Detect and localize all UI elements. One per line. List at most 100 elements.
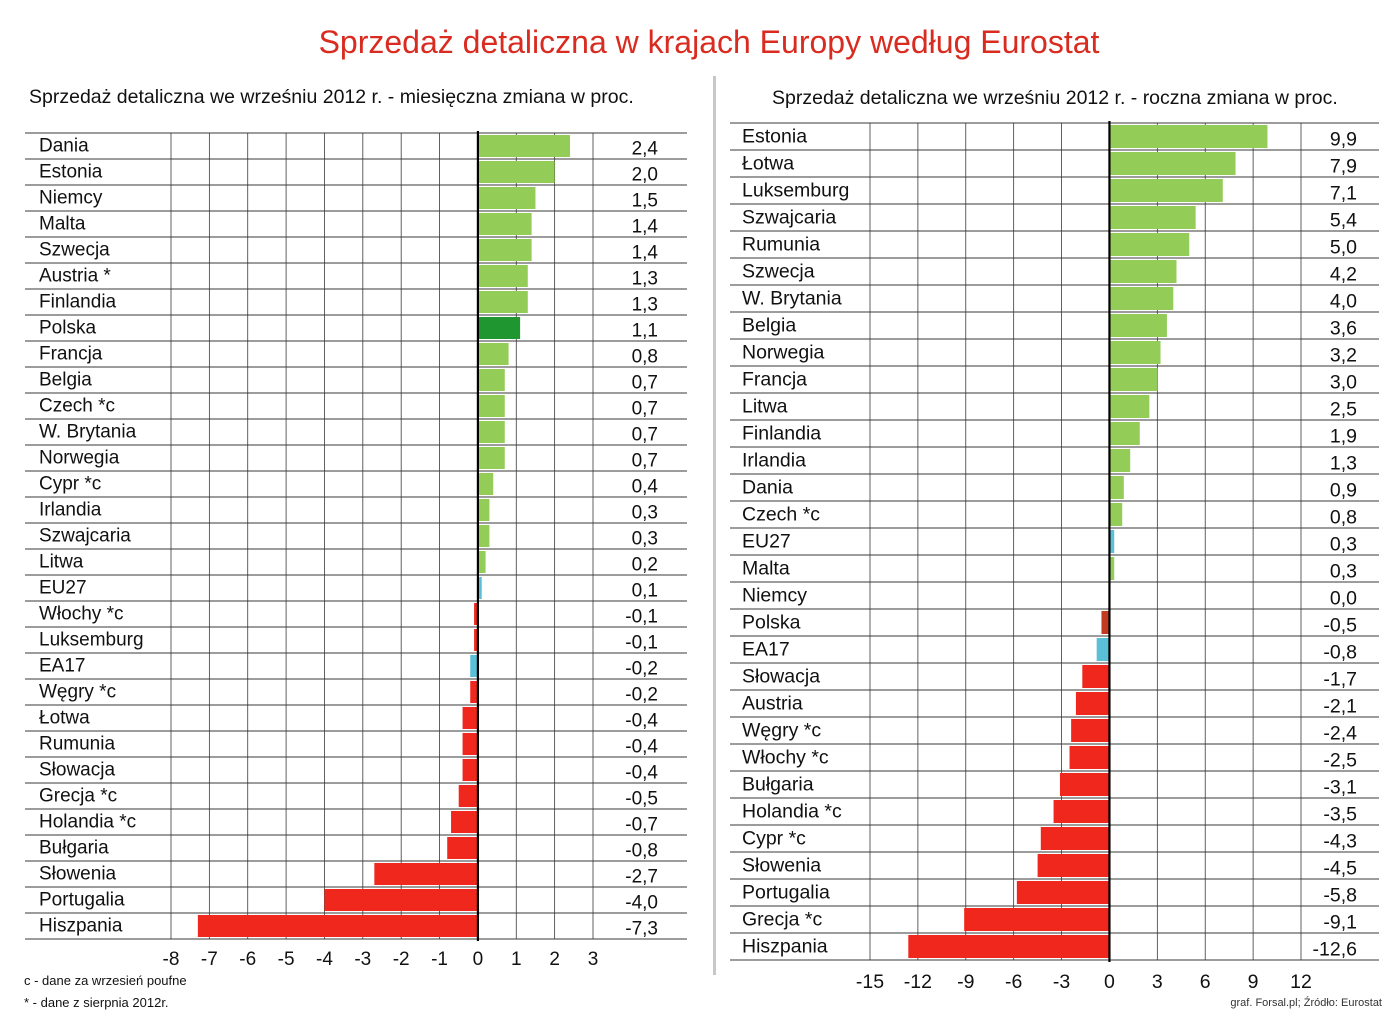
bar xyxy=(1101,611,1110,634)
x-tick-label: -7 xyxy=(201,949,218,970)
bar xyxy=(197,915,478,937)
value-label: -0,1 xyxy=(625,633,658,654)
bar xyxy=(474,603,478,625)
value-label: 0,3 xyxy=(1330,533,1357,555)
bar xyxy=(477,265,528,287)
value-label: -2,4 xyxy=(1323,722,1357,744)
bar xyxy=(1109,233,1190,256)
value-label: -7,3 xyxy=(625,919,658,940)
bar xyxy=(477,135,570,157)
bar xyxy=(1109,179,1223,202)
x-tick-label: 3 xyxy=(1152,971,1163,993)
x-tick-label: 6 xyxy=(1200,971,1211,993)
category-label: Norwegia xyxy=(39,448,120,469)
x-tick-label: 1 xyxy=(511,949,522,970)
category-label: Grecja *c xyxy=(742,908,822,930)
bar xyxy=(1109,368,1158,391)
value-label: -0,2 xyxy=(625,685,658,706)
value-label: -0,8 xyxy=(1323,641,1357,663)
bar xyxy=(1059,773,1110,796)
value-label: -4,5 xyxy=(1323,857,1357,879)
value-label: 0,0 xyxy=(1330,587,1357,609)
x-tick-label: 12 xyxy=(1290,971,1312,993)
bar xyxy=(908,935,1110,958)
x-tick-label: -1 xyxy=(431,949,448,970)
value-label: 0,1 xyxy=(632,581,658,602)
value-label: 1,9 xyxy=(1330,425,1357,447)
x-tick-label: 9 xyxy=(1248,971,1259,993)
category-label: Słowenia xyxy=(39,864,117,885)
bar xyxy=(447,837,478,859)
category-label: Szwecja xyxy=(39,240,110,261)
category-label: Szwecja xyxy=(742,260,815,282)
bar xyxy=(324,889,478,911)
x-tick-label: 0 xyxy=(473,949,484,970)
bar xyxy=(1075,692,1110,715)
category-label: Bułgaria xyxy=(742,773,814,795)
category-label: Belgia xyxy=(742,314,796,336)
value-label: 1,3 xyxy=(632,295,658,316)
bar xyxy=(477,395,505,417)
category-label: Hiszpania xyxy=(39,916,123,937)
x-tick-label: -6 xyxy=(1005,971,1022,993)
value-label: 0,8 xyxy=(632,347,658,368)
x-tick-label: -2 xyxy=(393,949,410,970)
category-label: Niemcy xyxy=(39,188,103,209)
category-label: Luksemburg xyxy=(39,630,144,651)
category-label: Francja xyxy=(39,344,103,365)
value-label: -4,3 xyxy=(1323,830,1357,852)
value-label: -12,6 xyxy=(1313,938,1357,960)
category-label: Słowacja xyxy=(39,760,115,781)
value-label: 4,2 xyxy=(1330,263,1357,285)
bar xyxy=(1109,341,1161,364)
value-label: 1,1 xyxy=(632,321,658,342)
category-label: Łotwa xyxy=(39,708,90,729)
category-label: Cypr *c xyxy=(742,827,806,849)
category-label: Włochy *c xyxy=(742,746,829,768)
category-label: Estonia xyxy=(39,162,103,183)
category-label: Łotwa xyxy=(742,152,794,174)
bar xyxy=(1040,827,1110,850)
value-label: -5,8 xyxy=(1323,884,1357,906)
bar xyxy=(1109,287,1174,310)
bar xyxy=(1082,665,1110,688)
bar xyxy=(477,447,505,469)
value-label: 0,2 xyxy=(632,555,658,576)
bar xyxy=(477,213,532,235)
value-label: 0,8 xyxy=(1330,506,1357,528)
category-label: Dania xyxy=(742,476,793,498)
category-label: Grecja *c xyxy=(39,786,117,807)
bar xyxy=(477,187,536,209)
footnote-confidential: c - dane za wrzesień poufne xyxy=(24,973,187,988)
value-label: 1,4 xyxy=(632,243,659,264)
bar xyxy=(964,908,1110,931)
category-label: W. Brytania xyxy=(39,422,137,443)
bar xyxy=(474,629,478,651)
bar xyxy=(477,421,505,443)
bar xyxy=(1016,881,1110,904)
value-label: -0,7 xyxy=(625,815,658,836)
bar xyxy=(462,733,478,755)
value-label: -0,4 xyxy=(625,711,658,732)
bar xyxy=(477,473,494,495)
value-label: -0,2 xyxy=(625,659,658,680)
monthly-chart-title: Sprzedaż detaliczna we wrześniu 2012 r. … xyxy=(29,86,634,108)
category-label: Słowenia xyxy=(742,854,821,876)
category-label: Czech *c xyxy=(39,396,115,417)
category-label: Finlandia xyxy=(39,292,117,313)
category-label: Bułgaria xyxy=(39,838,109,859)
value-label: -2,5 xyxy=(1323,749,1357,771)
value-label: 3,0 xyxy=(1330,371,1357,393)
category-label: Irlandia xyxy=(742,449,806,471)
x-tick-label: -4 xyxy=(316,949,333,970)
bar xyxy=(458,785,478,807)
category-label: Portugalia xyxy=(39,890,125,911)
category-label: EA17 xyxy=(39,656,85,677)
x-tick-label: 3 xyxy=(588,949,599,970)
category-label: Niemcy xyxy=(742,584,807,606)
value-label: 0,4 xyxy=(632,477,659,498)
value-label: 1,5 xyxy=(632,191,658,212)
category-label: Portugalia xyxy=(742,881,830,903)
